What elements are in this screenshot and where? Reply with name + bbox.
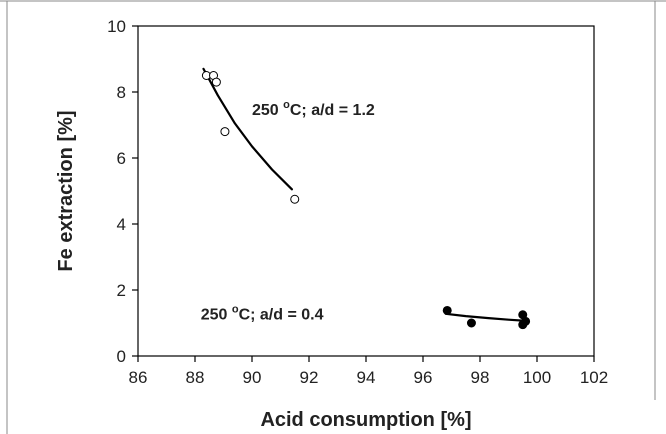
- trend-line-2: [444, 312, 530, 323]
- trend-line-1: [202, 67, 293, 191]
- y-tick-label: 2: [117, 281, 126, 300]
- x-axis-title: Acid consumption [%]: [260, 409, 471, 431]
- x-tick-label: 98: [471, 368, 490, 387]
- data-point-open: [220, 127, 230, 137]
- x-tick-label: 94: [357, 368, 376, 387]
- data-point-filled: [466, 318, 476, 328]
- series-annotation-1: 250 oC; a/d = 1.2: [252, 99, 375, 119]
- x-axis: 86 88 90 92 94 96 98 100 102: [129, 356, 608, 387]
- y-axis-title: Fe extraction [%]: [55, 110, 77, 271]
- y-tick-label: 4: [117, 215, 126, 234]
- trend-lines: [202, 67, 530, 323]
- x-tick-label: 86: [129, 368, 148, 387]
- data-point-filled: [521, 316, 531, 326]
- data-point-filled: [442, 305, 452, 315]
- y-tick-label: 6: [117, 149, 126, 168]
- x-tick-label: 88: [186, 368, 205, 387]
- data-points: [201, 71, 531, 330]
- series-annotation-2: 250 oC; a/d = 0.4: [201, 304, 324, 324]
- y-tick-label: 8: [117, 83, 126, 102]
- x-tick-label: 100: [523, 368, 551, 387]
- x-tick-label: 102: [580, 368, 608, 387]
- annotations: 250 oC; a/d = 1.2 250 oC; a/d = 0.4: [201, 99, 375, 324]
- y-axis: 0 2 4 6 8 10: [107, 17, 138, 366]
- x-tick-label: 90: [243, 368, 262, 387]
- data-point-open: [211, 77, 221, 87]
- x-tick-label: 92: [300, 368, 319, 387]
- y-tick-label: 0: [117, 347, 126, 366]
- y-tick-label: 10: [107, 17, 126, 36]
- data-point-open: [290, 194, 300, 204]
- x-tick-label: 96: [414, 368, 433, 387]
